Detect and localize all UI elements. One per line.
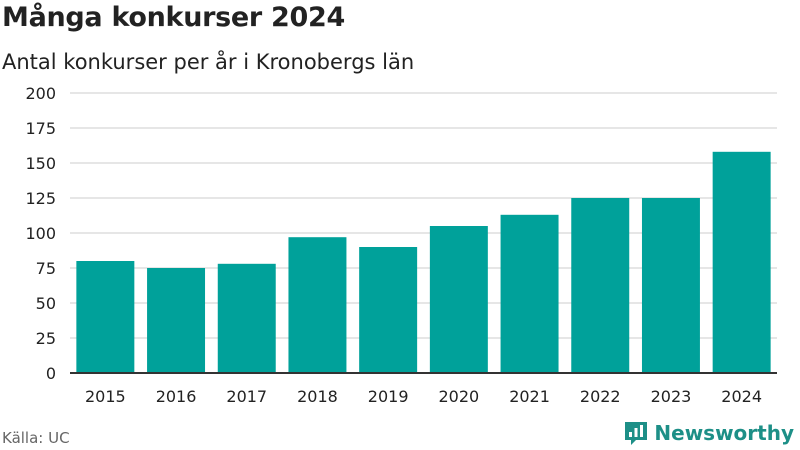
y-tick-label: 100 (25, 224, 56, 243)
x-tick-label: 2015 (85, 387, 126, 406)
brand-name: Newsworthy (654, 421, 794, 445)
x-tick-label: 2020 (438, 387, 479, 406)
x-tick-label: 2023 (651, 387, 692, 406)
x-tick-label: 2019 (368, 387, 409, 406)
x-tick-label: 2016 (156, 387, 197, 406)
bar-2017 (217, 263, 276, 373)
bar-2023 (641, 198, 700, 373)
y-tick-label: 25 (36, 329, 56, 348)
y-tick-label: 50 (36, 294, 56, 313)
y-tick-label: 150 (25, 154, 56, 173)
bar-2015 (76, 261, 135, 373)
y-tick-label: 0 (46, 364, 56, 383)
bar-2024 (712, 151, 771, 373)
y-axis-ticks: 0 25 50 75 100 125 150 175 200 (25, 84, 56, 383)
bar-2021 (500, 214, 559, 373)
y-tick-label: 75 (36, 259, 56, 278)
chart-title: Många konkurser 2024 (2, 2, 345, 33)
x-tick-label: 2022 (580, 387, 621, 406)
x-tick-label: 2024 (721, 387, 762, 406)
bar-2019 (359, 247, 418, 373)
bar-2016 (147, 268, 206, 373)
bar-2018 (288, 237, 347, 373)
x-tick-label: 2017 (226, 387, 267, 406)
brand-logo: Newsworthy (623, 420, 794, 446)
chart-subtitle: Antal konkurser per år i Kronobergs län (2, 50, 415, 74)
x-axis-ticks: 2015 2016 2017 2018 2019 2020 2021 2022 2023 2024 (85, 387, 762, 406)
x-tick-label: 2018 (297, 387, 338, 406)
bar-2022 (571, 198, 630, 373)
source-note: Källa: UC (2, 429, 70, 447)
bar-chart-icon (625, 422, 648, 445)
y-tick-label: 200 (25, 84, 56, 103)
y-tick-label: 125 (25, 189, 56, 208)
x-tick-label: 2021 (509, 387, 550, 406)
bars (76, 151, 771, 373)
y-tick-label: 175 (25, 119, 56, 138)
bar-2020 (429, 226, 488, 373)
